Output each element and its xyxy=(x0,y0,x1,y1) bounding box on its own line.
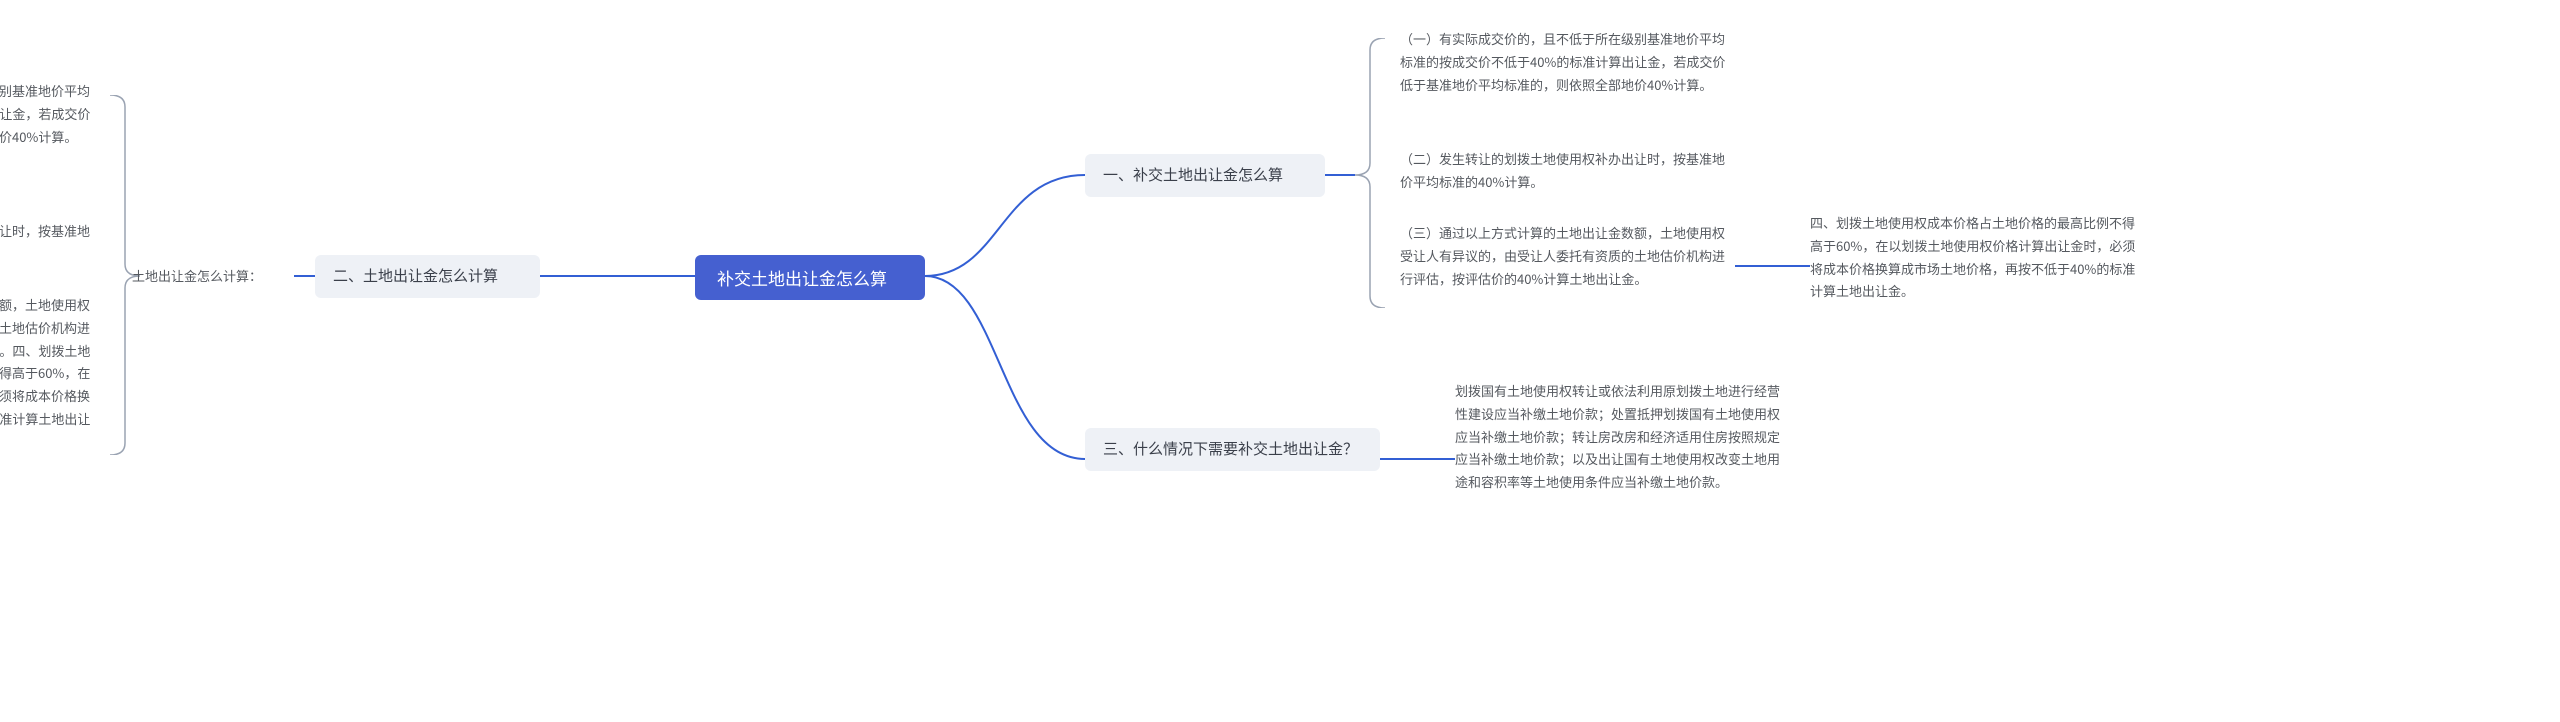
connector xyxy=(925,276,1085,459)
right-1-leaf-a: （一）有实际成交价的，且不低于所在级别基准地价平均标准的按成交价不低于40%的标… xyxy=(1400,28,1735,96)
brace-right-1 xyxy=(1355,38,1385,308)
right-1-leaf-c-child: 四、划拨土地使用权成本价格占土地价格的最高比例不得高于60%，在以划拨土地使用权… xyxy=(1810,212,2145,303)
right-1-leaf-c: （三）通过以上方式计算的土地出让金数额，土地使用权受让人有异议的，由受让人委托有… xyxy=(1400,222,1735,290)
branch-left-1[interactable]: 二、土地出让金怎么计算 xyxy=(315,255,540,298)
branch-right-1[interactable]: 一、补交土地出让金怎么算 xyxy=(1085,154,1325,197)
root-node[interactable]: 补交土地出让金怎么算 xyxy=(695,255,925,300)
left-1-leaf-a: （一）有实际成交价的，且不低于所在级别基准地价平均标准的按成交价不低于40%的标… xyxy=(0,80,100,148)
mindmap-canvas: { "canvas": { "width": 2560, "height": 7… xyxy=(0,0,2560,722)
right-1-leaf-b: （二）发生转让的划拨土地使用权补办出让时，按基准地价平均标准的40%计算。 xyxy=(1400,148,1735,194)
left-1-intermediate: 土地出让金怎么计算： xyxy=(132,265,294,288)
right-2-leaf-a: 划拨国有土地使用权转让或依法利用原划拨土地进行经营性建设应当补缴土地价款；处置抵… xyxy=(1455,380,1790,494)
branch-right-2[interactable]: 三、什么情况下需要补交土地出让金？ xyxy=(1085,428,1380,471)
connector xyxy=(925,175,1085,276)
left-1-leaf-b: （二）发生转让的划拨土地使用权补办出让时，按基准地价平均标准的40%计算。 xyxy=(0,220,100,266)
connector-layer xyxy=(0,0,2560,722)
left-1-leaf-c: （三）通过以上方式计算的土地出让金数额，土地使用权受让人有异议的，由受让人委托有… xyxy=(0,294,100,453)
